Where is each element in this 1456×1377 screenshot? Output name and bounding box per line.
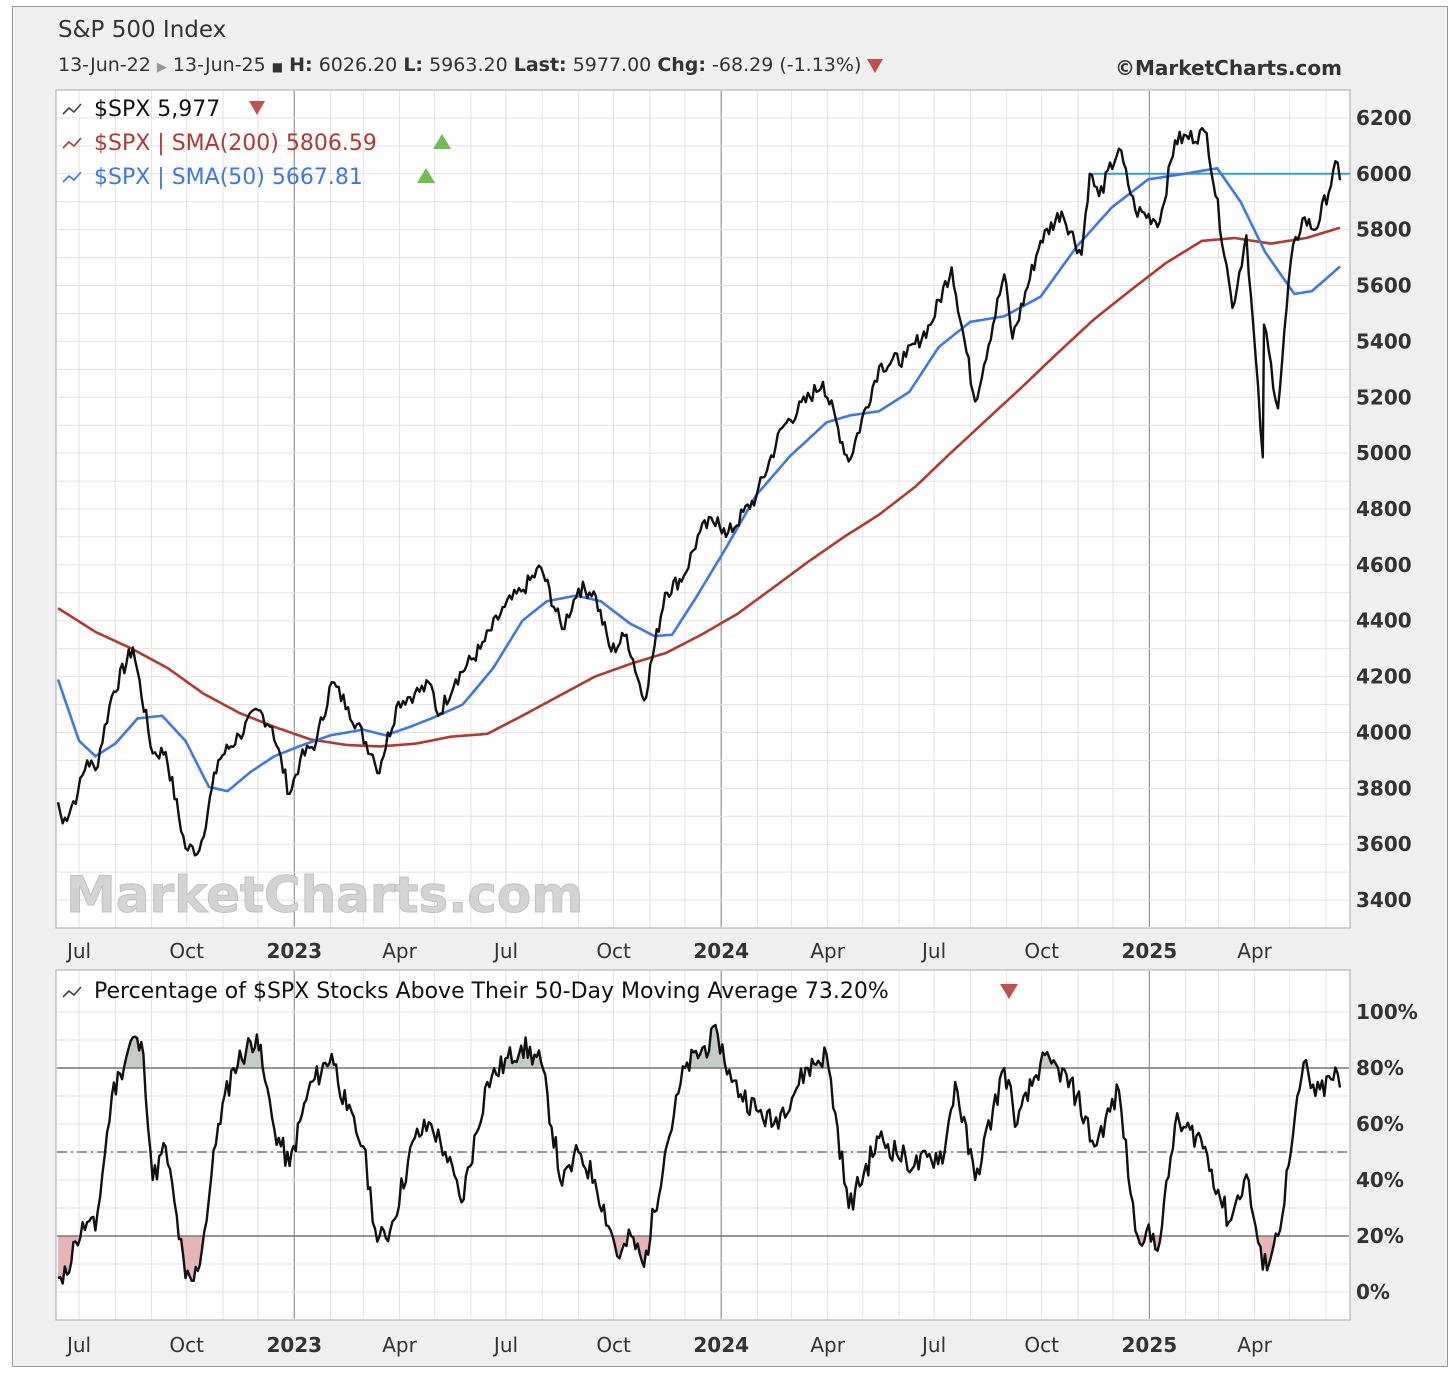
- x-tick-label: Jul: [920, 939, 946, 963]
- x-tick-label: 2024: [693, 939, 749, 963]
- x-tick-label: Apr: [810, 939, 845, 963]
- down-triangle-icon: [1000, 984, 1018, 999]
- price-y-tick-label: 5800: [1356, 218, 1412, 242]
- price-y-tick-label: 4800: [1356, 497, 1412, 521]
- breadth-plot-area: [55, 969, 1351, 1321]
- x-tick-label: Jul: [492, 1333, 518, 1357]
- last-label: Last:: [513, 54, 567, 76]
- up-triangle-icon: [433, 134, 451, 149]
- x-tick-label: Jul: [920, 1333, 946, 1357]
- x-tick-label: 2025: [1122, 1333, 1178, 1357]
- last-value: 5977.00: [572, 54, 652, 76]
- price-y-tick-label: 3600: [1356, 832, 1412, 856]
- breadth-panel: 0% 20% 40% 60% 80% 100% Jul Oct 2023 Apr Jul Oct 20…: [55, 969, 1418, 1357]
- x-tick-label: 2024: [693, 1333, 749, 1357]
- price-y-tick-label: 6200: [1356, 106, 1412, 130]
- overbought-fill: [58, 1025, 1340, 1068]
- price-y-tick-label: 3400: [1356, 888, 1412, 912]
- high-label: H:: [289, 54, 313, 76]
- chart-title: S&P 500 Index: [58, 17, 227, 43]
- x-tick-label: Oct: [169, 939, 204, 963]
- x-tick-label: Jul: [492, 939, 518, 963]
- price-y-tick-labels: 3400 3600 3800 4000 4200 4400 4600 4800 5000 5200…: [1356, 106, 1412, 912]
- start-date: 13-Jun-22: [58, 54, 151, 76]
- high-value: 6026.20: [318, 54, 398, 76]
- x-tick-label: 2023: [266, 1333, 322, 1357]
- legend-spx: $SPX 5,977: [94, 97, 220, 122]
- down-triangle-icon: [867, 58, 884, 73]
- up-triangle-icon: [417, 168, 435, 183]
- price-panel: MarketCharts.com 3400 3600 3800 4000 4200 440…: [55, 89, 1412, 963]
- end-date: 13-Jun-25: [172, 54, 266, 76]
- range-arrow-icon: ▶: [156, 60, 167, 75]
- breadth-x-tick-labels: Jul Oct 2023 Apr Jul Oct 2024 Apr Jul Oct 2025 Apr: [65, 1333, 1273, 1357]
- spx-price-line: [56, 126, 1342, 857]
- breadth-reference-lines: [57, 1067, 1349, 1237]
- oversold-fill: [58, 1236, 1340, 1284]
- down-triangle-icon: [249, 101, 265, 115]
- x-tick-label: Apr: [1237, 939, 1272, 963]
- x-tick-label: Oct: [1024, 939, 1059, 963]
- x-tick-label: Oct: [596, 939, 631, 963]
- line-series-icon: [62, 103, 82, 115]
- x-tick-label: Oct: [169, 1333, 204, 1357]
- x-tick-label: Oct: [596, 1333, 631, 1357]
- price-y-tick-label: 5200: [1356, 385, 1412, 409]
- x-tick-label: Jul: [65, 1333, 91, 1357]
- low-label: L:: [403, 54, 424, 76]
- price-y-tick-label: 4000: [1356, 720, 1412, 744]
- breadth-gridlines: [57, 971, 1349, 1319]
- change-label: Chg:: [657, 54, 706, 76]
- low-value: 5963.20: [429, 54, 508, 76]
- breadth-y-tick-label: 20%: [1356, 1224, 1404, 1248]
- copyright: ©MarketCharts.com: [1115, 56, 1342, 80]
- price-y-tick-label: 5400: [1356, 329, 1412, 353]
- line-series-icon: [62, 137, 82, 149]
- price-gridlines: [57, 91, 1349, 927]
- price-y-tick-label: 5600: [1356, 274, 1412, 298]
- price-y-tick-label: 4200: [1356, 665, 1412, 689]
- line-series-icon: [62, 986, 82, 998]
- line-series-icon: [62, 171, 82, 183]
- x-tick-label: Jul: [65, 939, 91, 963]
- price-legend: $SPX 5,977 $SPX | SMA(200) 5806.59 $SPX …: [62, 97, 451, 190]
- x-tick-label: Apr: [810, 1333, 845, 1357]
- x-tick-label: Oct: [1024, 1333, 1059, 1357]
- breadth-y-tick-label: 80%: [1356, 1056, 1404, 1080]
- x-tick-label: 2025: [1122, 939, 1178, 963]
- price-y-tick-label: 5000: [1356, 441, 1412, 465]
- breadth-y-tick-label: 0%: [1356, 1280, 1390, 1304]
- breadth-y-tick-label: 40%: [1356, 1168, 1404, 1192]
- x-tick-label: Apr: [1237, 1333, 1272, 1357]
- price-y-tick-label: 3800: [1356, 776, 1412, 800]
- breadth-y-tick-label: 60%: [1356, 1112, 1404, 1136]
- quote-summary: 13-Jun-22 ▶ 13-Jun-25 ■ H: 6026.20 L: 59…: [58, 54, 884, 76]
- change-value: -68.29 (-1.13%): [712, 54, 862, 76]
- watermark-logo: MarketCharts.com: [66, 866, 583, 924]
- x-tick-label: Apr: [382, 939, 417, 963]
- breadth-y-tick-label: 100%: [1356, 1000, 1418, 1024]
- sma50-line: [56, 166, 1341, 793]
- x-tick-label: 2023: [266, 939, 322, 963]
- legend-sma200: $SPX | SMA(200) 5806.59: [94, 131, 377, 156]
- separator-square-icon: ■: [271, 60, 284, 74]
- breadth-y-tick-labels: 0% 20% 40% 60% 80% 100%: [1356, 1000, 1418, 1304]
- price-y-tick-label: 4400: [1356, 609, 1412, 633]
- breadth-line: [57, 1023, 1342, 1285]
- x-tick-label: Apr: [382, 1333, 417, 1357]
- price-x-tick-labels: Jul Oct 2023 Apr Jul Oct 2024 Apr Jul Oct 2025 Apr: [65, 939, 1273, 963]
- legend-breadth: Percentage of $SPX Stocks Above Their 50…: [94, 979, 889, 1004]
- legend-sma50: $SPX | SMA(50) 5667.81: [94, 165, 363, 190]
- price-y-tick-label: 6000: [1356, 162, 1412, 186]
- price-y-tick-label: 4600: [1356, 553, 1412, 577]
